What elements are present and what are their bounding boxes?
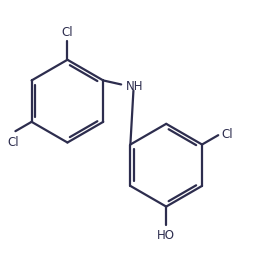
Text: Cl: Cl xyxy=(220,128,232,141)
Text: Cl: Cl xyxy=(7,136,19,149)
Text: HO: HO xyxy=(157,229,174,242)
Text: Cl: Cl xyxy=(61,26,73,39)
Text: NH: NH xyxy=(125,80,143,93)
